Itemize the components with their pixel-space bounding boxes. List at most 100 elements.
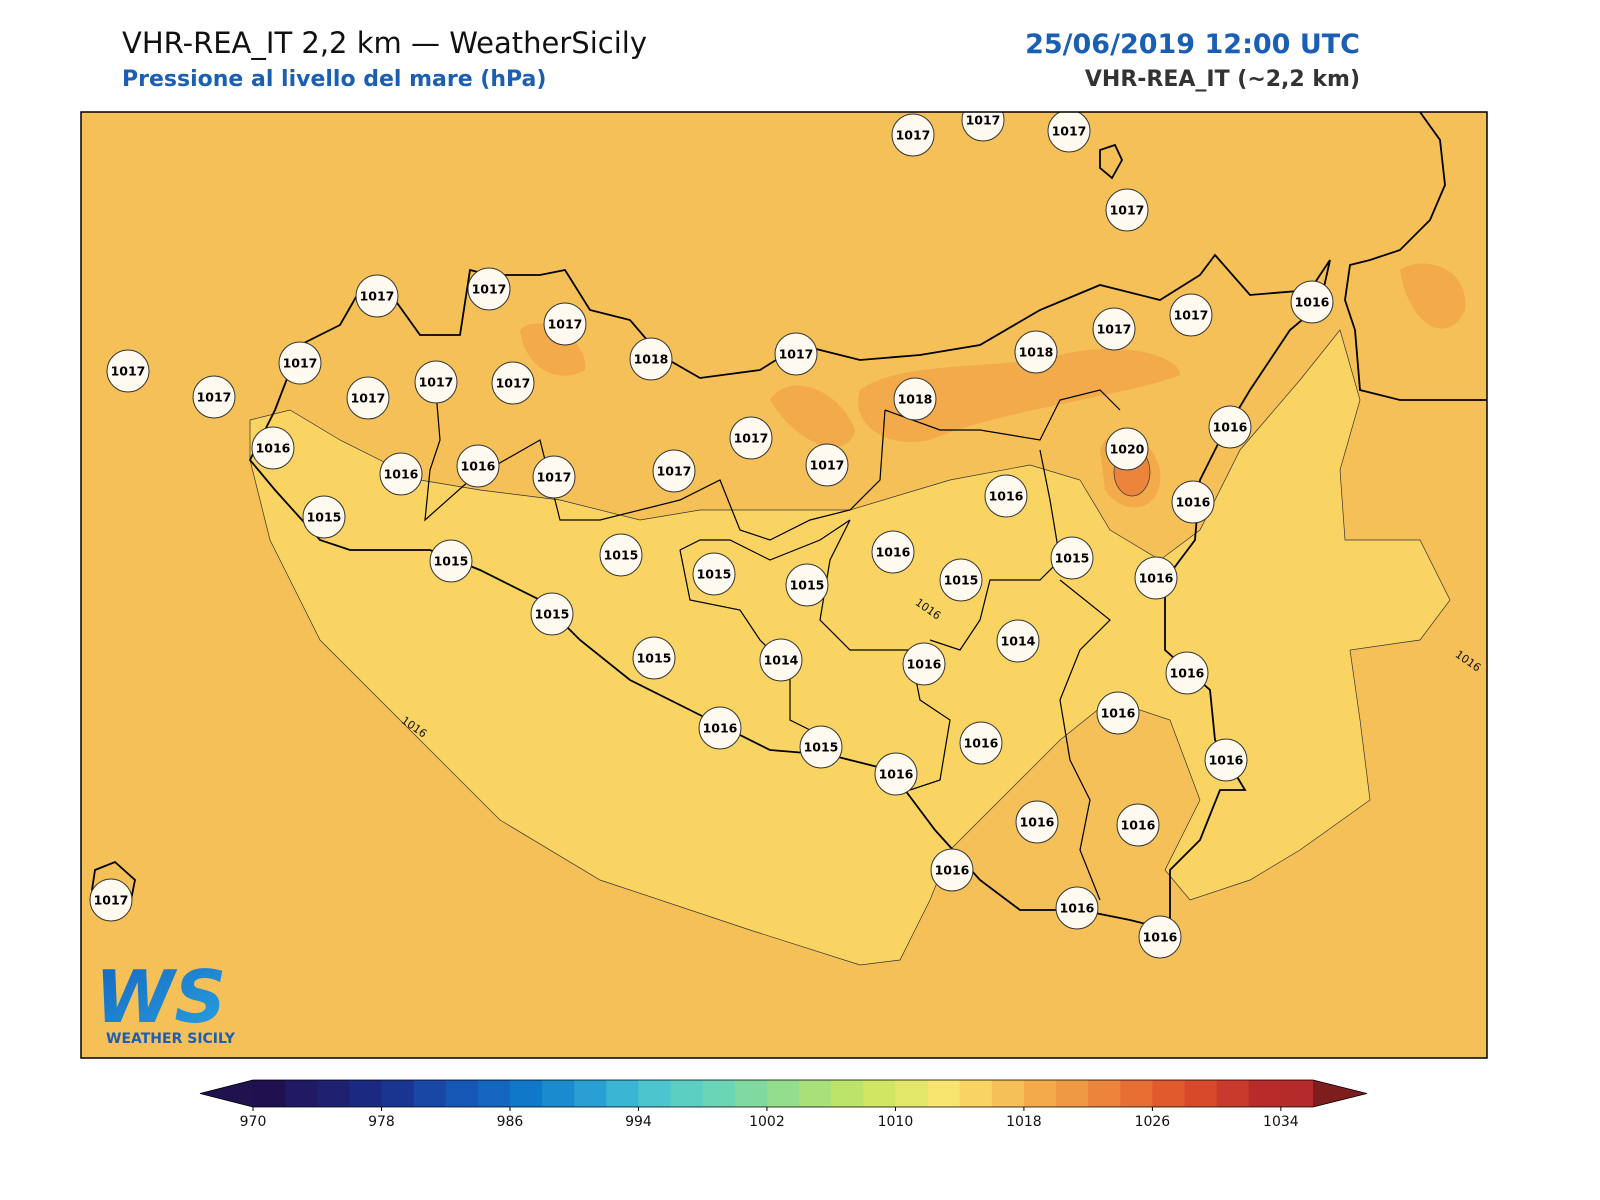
station-marker xyxy=(467,267,511,311)
station-marker xyxy=(456,444,500,488)
colorbar-segment xyxy=(1248,1080,1282,1107)
station-value: 1016 xyxy=(384,467,419,482)
station-value: 1016 xyxy=(964,736,999,751)
station-marker xyxy=(961,112,1005,142)
colorbar-segment xyxy=(927,1080,961,1107)
colorbar-segment xyxy=(317,1080,350,1107)
colorbar-segment xyxy=(1152,1080,1186,1107)
station-value: 1017 xyxy=(1174,308,1209,323)
station-value: 1017 xyxy=(419,375,454,390)
colorbar-segment xyxy=(638,1080,672,1107)
station-marker xyxy=(629,337,673,381)
title: VHR-REA_IT 2,2 km — WeatherSicily xyxy=(122,26,647,60)
colorbar-tick-label: 970 xyxy=(240,1114,267,1130)
colorbar-tick-label: 994 xyxy=(625,1114,652,1130)
station-value: 1016 xyxy=(1209,753,1244,768)
station-marker xyxy=(1096,691,1140,735)
colorbar-extend-low xyxy=(200,1080,253,1107)
station-marker xyxy=(652,449,696,493)
station-value: 1017 xyxy=(896,128,931,143)
station-value: 1017 xyxy=(966,113,1001,128)
station-value: 1017 xyxy=(496,376,531,391)
date: 25/06/2019 12:00 UTC xyxy=(1025,29,1360,60)
colorbar-tick-label: 1034 xyxy=(1263,1114,1299,1130)
station-value: 1017 xyxy=(810,458,845,473)
station-marker xyxy=(491,361,535,405)
station-value: 1017 xyxy=(351,391,386,406)
station-marker xyxy=(785,563,829,607)
admin-border xyxy=(424,379,1121,901)
station-marker xyxy=(414,360,458,404)
station-value: 1015 xyxy=(535,607,570,622)
station-marker xyxy=(1050,536,1094,580)
station-marker xyxy=(1015,800,1059,844)
station-value: 1016 xyxy=(1176,495,1211,510)
station-marker xyxy=(1208,405,1252,449)
station-marker xyxy=(89,878,133,922)
colorbar-segment xyxy=(831,1080,864,1107)
station-value: 1016 xyxy=(1101,706,1136,721)
colorbar-tick-label: 978 xyxy=(368,1114,395,1130)
station-marker xyxy=(1047,112,1091,153)
station-marker xyxy=(799,725,843,769)
station-value: 1017 xyxy=(779,347,814,362)
station-value: 1018 xyxy=(1019,345,1054,360)
colorbar-segment xyxy=(702,1080,736,1107)
station-value: 1017 xyxy=(657,464,692,479)
colorbar-segment xyxy=(734,1080,768,1107)
colorbar-segment xyxy=(285,1080,318,1107)
station-value: 1017 xyxy=(1097,322,1132,337)
model: VHR-REA_IT (~2,2 km) xyxy=(1085,67,1360,92)
station-value: 1016 xyxy=(876,545,911,560)
colorbar-segment xyxy=(253,1080,286,1107)
colorbar-tick-label: 1026 xyxy=(1135,1114,1171,1130)
station-marker xyxy=(1169,293,1213,337)
station-value: 1014 xyxy=(764,653,799,668)
station-marker xyxy=(692,552,736,596)
station-value: 1016 xyxy=(907,657,942,672)
pressure-area xyxy=(520,263,1466,508)
colorbar-tick-label: 1018 xyxy=(1006,1114,1042,1130)
station-value: 1017 xyxy=(94,893,129,908)
station-marker xyxy=(1171,480,1215,524)
station-marker xyxy=(1138,915,1182,959)
station-layer: 1017 1017 1017 1017 1017 1017 1017 1018 1017 1018… xyxy=(89,112,1334,959)
station-marker xyxy=(192,375,236,419)
colorbar-segment xyxy=(1056,1080,1089,1107)
station-marker xyxy=(106,349,150,393)
station-marker xyxy=(1116,803,1160,847)
station-value: 1015 xyxy=(307,510,342,525)
colorbar: 970 978 986 994 1002 1010 1018 1026 1034 xyxy=(199,1079,1368,1130)
station-value: 1016 xyxy=(1139,571,1174,586)
colorbar-segment xyxy=(1280,1080,1314,1107)
colorbar-segment xyxy=(509,1080,543,1107)
map-frame xyxy=(80,111,1488,1059)
station-marker xyxy=(543,302,587,346)
station-marker xyxy=(984,474,1028,518)
colorbar-segment xyxy=(799,1080,832,1107)
colorbar-segment xyxy=(863,1080,896,1107)
colorbar-segment xyxy=(670,1080,704,1107)
station-marker xyxy=(1204,738,1248,782)
station-value: 1017 xyxy=(1110,203,1145,218)
station-value: 1016 xyxy=(256,441,291,456)
station-value: 1015 xyxy=(697,567,732,582)
station-marker xyxy=(1165,651,1209,695)
colorbar-segment xyxy=(574,1080,607,1107)
station-marker xyxy=(939,558,983,602)
station-value: 1015 xyxy=(944,573,979,588)
station-value: 1017 xyxy=(360,289,395,304)
station-marker xyxy=(805,443,849,487)
station-marker xyxy=(302,495,346,539)
logo-mark: WS xyxy=(95,955,226,1039)
colorbar-segment xyxy=(477,1080,511,1107)
station-value: 1014 xyxy=(1001,634,1036,649)
station-marker xyxy=(251,426,295,470)
station-value: 1016 xyxy=(879,767,914,782)
station-value: 1017 xyxy=(548,317,583,332)
station-value: 1016 xyxy=(989,489,1024,504)
colorbar-segment xyxy=(1184,1080,1218,1107)
station-marker xyxy=(891,113,935,157)
station-value: 1015 xyxy=(604,548,639,563)
